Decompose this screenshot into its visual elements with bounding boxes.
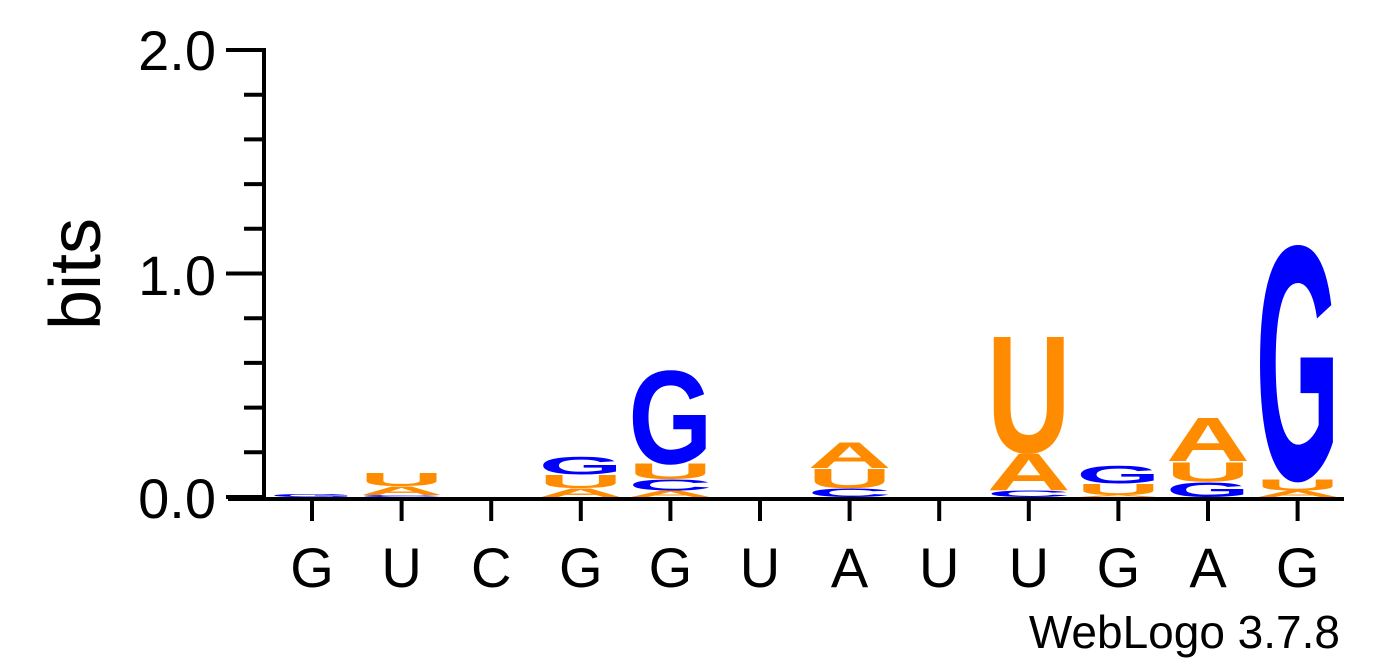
logo-letter-A: A <box>539 486 623 500</box>
logo-letter-G: G <box>539 452 623 480</box>
x-tick-label: U <box>919 536 959 599</box>
logo-letter-C: C <box>987 489 1071 499</box>
logo-letter-A: A <box>1256 489 1340 499</box>
y-tick-label-2: 2.0 <box>138 19 216 82</box>
logo-letter-C: C <box>360 494 444 497</box>
x-tick-label: G <box>1097 536 1141 599</box>
logo-letter-G: G <box>628 343 712 493</box>
logo-letter-C: C <box>628 476 712 493</box>
logo-letter-A: A <box>987 443 1071 502</box>
x-tick-label: A <box>831 536 869 599</box>
logo-letter-G: G <box>1076 461 1160 489</box>
logo-letter-C: C <box>808 486 892 500</box>
logo-letter-G: G <box>1256 176 1340 550</box>
logo-letter-U: U <box>1256 476 1340 493</box>
logo-letter-A: A <box>808 435 892 476</box>
logo-letter-A: A <box>360 484 444 498</box>
logo-letter-U: U <box>1076 481 1160 498</box>
y-tick-label-0: 0.0 <box>138 467 216 530</box>
logo-letter-U: U <box>1166 456 1250 487</box>
x-tick-label: G <box>1276 536 1320 599</box>
logo-letter-G: G <box>270 493 354 498</box>
logo-letter-U: U <box>628 459 712 483</box>
x-tick-label: G <box>559 536 603 599</box>
logo-letter-A: A <box>1166 405 1250 474</box>
x-ticks <box>310 499 1300 521</box>
y-ticks <box>226 48 264 499</box>
y-tick-label-1: 1.0 <box>138 244 216 307</box>
x-tick-label: G <box>290 536 334 599</box>
logo-letter-A: A <box>628 489 712 499</box>
x-tick-label: U <box>1009 536 1049 599</box>
x-tick-label: A <box>1189 536 1227 599</box>
y-axis-label: bits <box>36 218 116 330</box>
logo-letter-U: U <box>360 469 444 490</box>
logo-letter-U: U <box>808 463 892 494</box>
logo-letter-A: A <box>1076 494 1160 497</box>
x-tick-label: C <box>471 536 511 599</box>
weblogo-watermark: WebLogo 3.7.8 <box>1029 606 1340 658</box>
x-tick-label: U <box>740 536 780 599</box>
logo-letter-U: U <box>539 471 623 492</box>
y-tick-labels: 0.0 1.0 2.0 <box>138 19 216 530</box>
logo-letter-U: U <box>987 300 1071 488</box>
x-tick-label: G <box>649 536 693 599</box>
x-tick-label: U <box>381 536 421 599</box>
